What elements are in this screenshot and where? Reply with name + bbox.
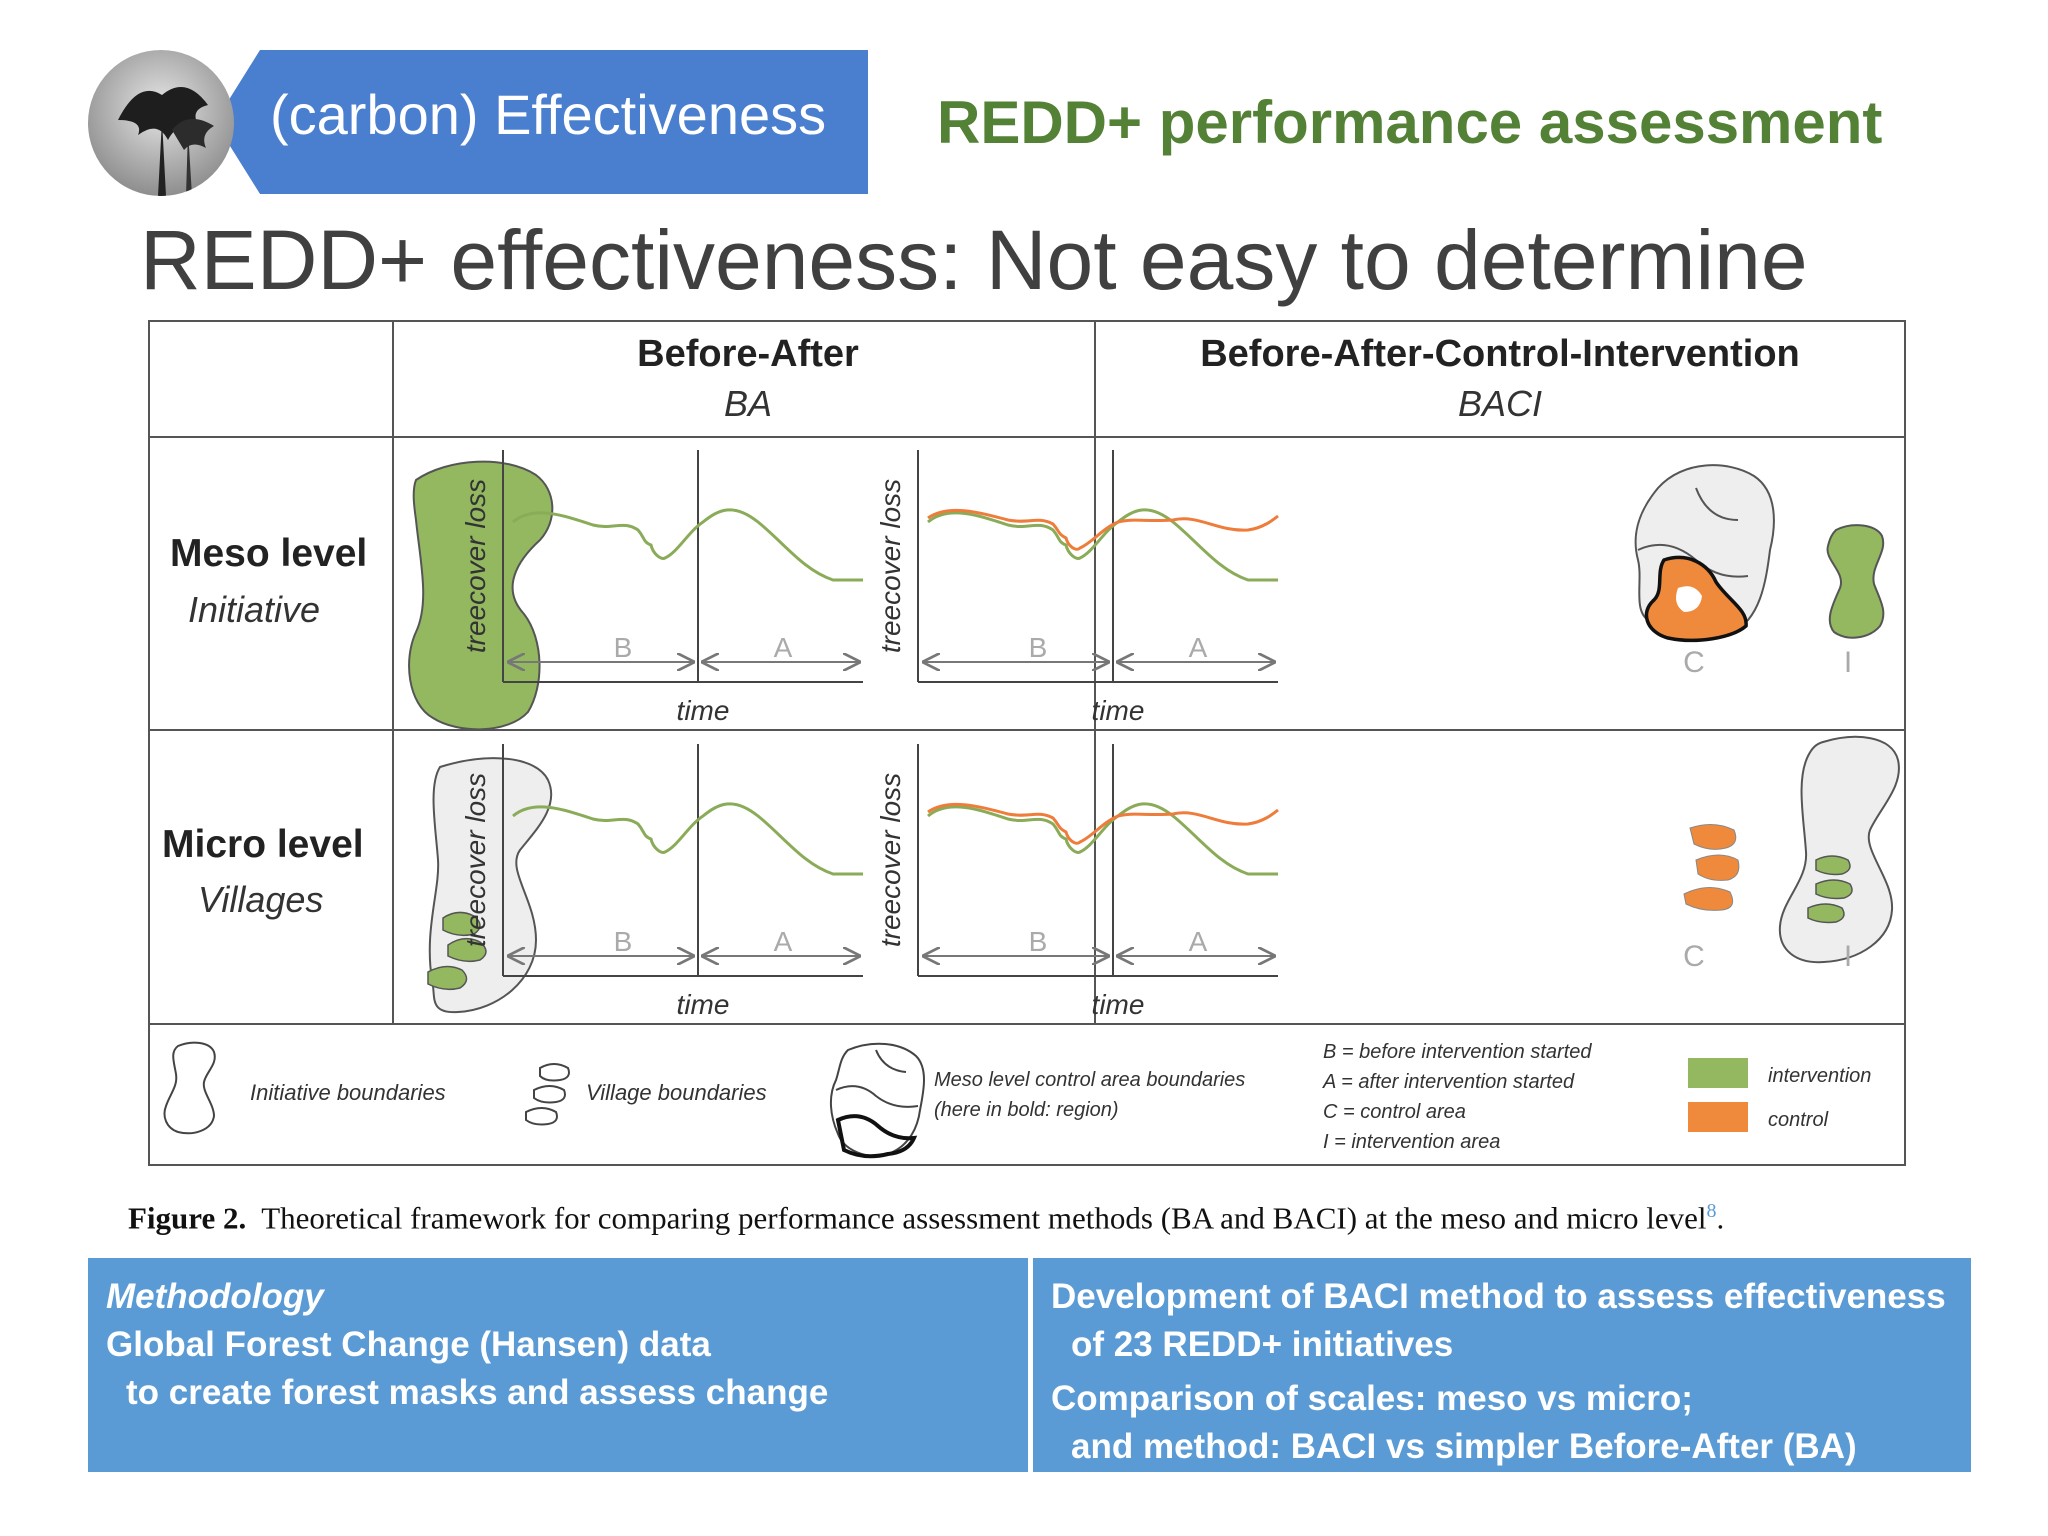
legend-intervention-swatch <box>1688 1058 1748 1088</box>
plot-micro-ba-label-after: A <box>774 926 793 957</box>
section-label: (carbon) Effectiveness <box>270 83 827 146</box>
kicker-title: REDD+ performance assessment <box>937 89 1883 156</box>
plot-meso-baci-control-curve <box>927 508 1279 551</box>
micro-control-map <box>1683 824 1740 911</box>
map-label-intervention-meso: I <box>1844 646 1852 679</box>
legend-control-label: control <box>1768 1109 1829 1131</box>
plot-meso-ba-xlabel: time <box>677 695 730 726</box>
meso-control-map <box>1634 464 1775 643</box>
row-level-meso: Meso level <box>170 532 367 575</box>
legend-meso-line1: Meso level control area boundaries <box>934 1069 1245 1091</box>
row-unit-meso: Initiative <box>188 589 320 630</box>
plot-meso-ba-label-before: B <box>614 632 633 663</box>
development-line4: and method: BACI vs simpler Before-After… <box>1071 1427 1857 1466</box>
map-label-control-micro: C <box>1683 940 1705 973</box>
legend-meso-icon <box>830 1042 925 1159</box>
legend-def-i: I = intervention area <box>1323 1131 1500 1153</box>
map-label-intervention-micro: I <box>1844 940 1852 973</box>
plot-meso-baci-xlabel: time <box>1092 695 1145 726</box>
section-banner <box>215 50 868 194</box>
legend-meso-line2: (here in bold: region) <box>934 1099 1119 1121</box>
legend-def-c: C = control area <box>1323 1101 1466 1123</box>
plot-micro-baci-xlabel: time <box>1092 989 1145 1020</box>
plot-micro-ba-xlabel: time <box>677 989 730 1020</box>
col-abbr-baci: BACI <box>1458 383 1542 424</box>
col-title-ba: Before-After <box>637 333 859 375</box>
plot-meso-ba-ylabel: treecover loss <box>460 479 491 653</box>
row-level-micro: Micro level <box>162 823 364 866</box>
development-line3: Comparison of scales: meso vs micro; <box>1051 1379 1693 1418</box>
plot-micro-baci-label-before: B <box>1029 926 1048 957</box>
caption-text: Theoretical framework for comparing perf… <box>261 1200 1707 1236</box>
methodology-line2: to create forest masks and assess change <box>126 1373 829 1412</box>
figure-caption: Figure 2. Theoretical framework for comp… <box>128 1200 1724 1236</box>
legend-village-icon <box>525 1063 570 1126</box>
plot-micro-baci-ylabel: treecover loss <box>875 773 906 947</box>
plot-meso-ba-label-after: A <box>774 632 793 663</box>
methodology-heading: Methodology <box>106 1277 324 1316</box>
framework-figure: Before-After BA Before-After-Control-Int… <box>148 320 1908 1168</box>
legend-initiative-icon <box>163 1041 216 1135</box>
tree-avatar <box>88 50 234 196</box>
map-label-control-meso: C <box>1683 646 1705 679</box>
plot-micro-baci-intervention-curve <box>927 802 1278 876</box>
caption-ref[interactable]: 8 <box>1706 1200 1717 1222</box>
legend-village-label: Village boundaries <box>586 1080 767 1105</box>
plot-micro-ba-intervention-curve <box>512 802 863 876</box>
development-line2: of 23 REDD+ initiatives <box>1071 1325 1454 1364</box>
legend-intervention-label: intervention <box>1768 1065 1871 1087</box>
micro-intervention-map <box>1778 735 1900 964</box>
caption-label: Figure 2. <box>128 1200 247 1236</box>
plot-meso-ba-intervention-curve <box>512 508 863 582</box>
caption-end: . <box>1716 1200 1725 1236</box>
legend-def-b: B = before intervention started <box>1323 1041 1592 1063</box>
meso-intervention-map <box>1826 524 1885 639</box>
methodology-line1: Global Forest Change (Hansen) data <box>106 1325 711 1364</box>
plot-meso-baci-label-after: A <box>1189 632 1208 663</box>
row-unit-micro: Villages <box>198 879 323 920</box>
slide-title: REDD+ effectiveness: Not easy to determi… <box>140 213 1808 307</box>
legend: Initiative boundaries Village boundaries… <box>163 1041 1871 1159</box>
col-title-baci: Before-After-Control-Intervention <box>1200 333 1800 375</box>
plot-meso-baci-ylabel: treecover loss <box>875 479 906 653</box>
development-panel: Development of BACI method to assess eff… <box>1033 1258 1971 1472</box>
plot-meso-baci-intervention-curve <box>927 508 1278 582</box>
plot-micro-baci-control-curve <box>927 802 1279 845</box>
plot-meso-baci-label-before: B <box>1029 632 1048 663</box>
development-line1: Development of BACI method to assess eff… <box>1051 1277 1946 1316</box>
legend-initiative-label: Initiative boundaries <box>250 1080 446 1105</box>
plot-micro-ba-label-before: B <box>614 926 633 957</box>
plot-micro-ba-ylabel: treecover loss <box>460 773 491 947</box>
methodology-panel: Methodology Global Forest Change (Hansen… <box>88 1258 1028 1472</box>
legend-control-swatch <box>1688 1102 1748 1132</box>
col-abbr-ba: BA <box>724 383 772 424</box>
plot-micro-baci-label-after: A <box>1189 926 1208 957</box>
figure-grid <box>148 320 1906 1166</box>
legend-def-a: A = after intervention started <box>1322 1071 1575 1093</box>
